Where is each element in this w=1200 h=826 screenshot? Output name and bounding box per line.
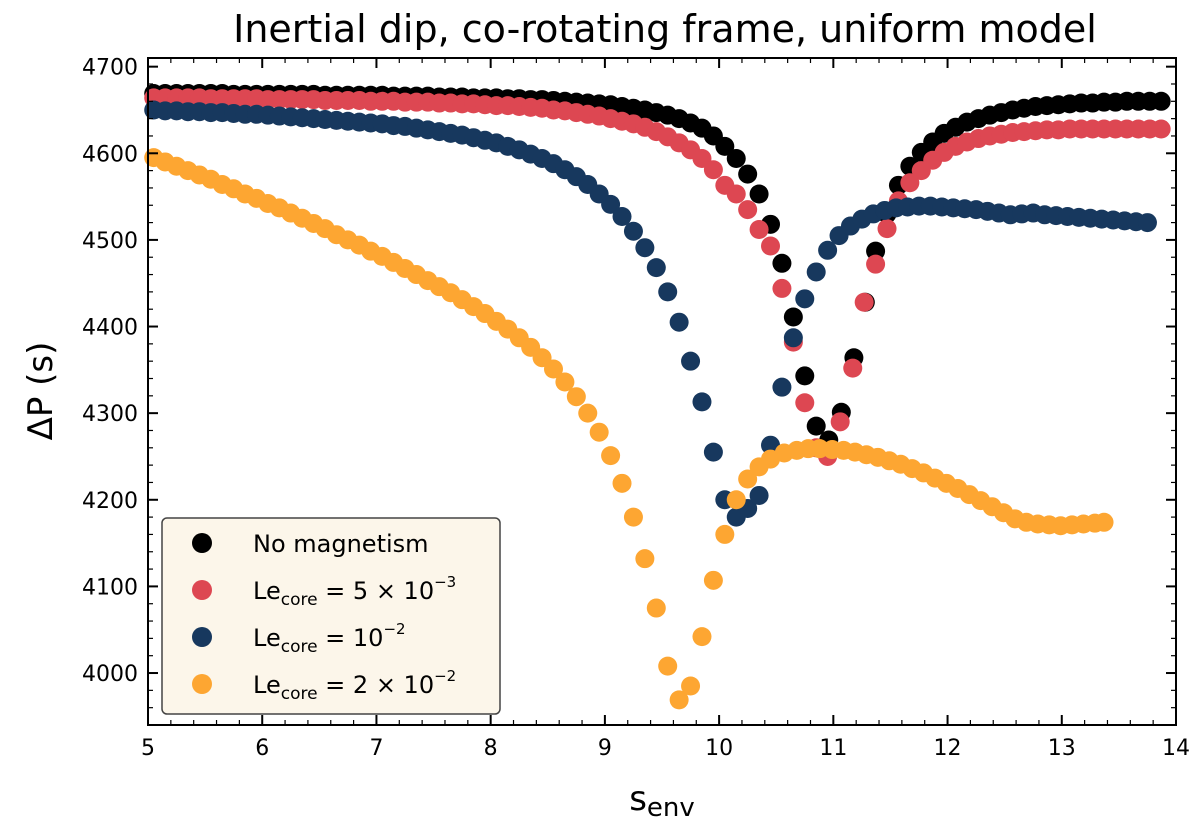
legend-label: Lecore = 10−2 [253,620,406,657]
axis-ticks [147,58,1177,726]
data-point [806,416,826,436]
x-tick-label: 11 [819,736,847,761]
data-point [772,377,792,397]
data-point [703,570,723,590]
data-point [806,262,826,282]
x-tick-label: 9 [598,736,612,761]
y-axis-label: ΔP (s) [21,342,61,441]
data-point [623,507,643,527]
x-tick-label: 14 [1162,736,1190,761]
data-point [795,289,815,309]
data-point [612,473,632,493]
data-point [866,254,886,274]
data-point [715,524,735,544]
data-point [669,312,689,332]
data-point [726,184,746,204]
data-point [795,366,815,386]
legend-marker [192,533,212,553]
data-point [749,485,769,505]
data-point [658,282,678,302]
data-point [772,278,792,298]
data-point [877,219,897,239]
data-point [1151,119,1171,139]
plot-area [147,57,1177,726]
data-point [566,387,586,407]
y-tick-label: 4600 [82,142,138,167]
data-point [854,292,874,312]
legend-marker [192,627,212,647]
data-point [703,160,723,180]
x-tick-label: 6 [255,736,269,761]
data-point [830,412,850,432]
data-points [144,84,1171,710]
legend-label: Lecore = 2 × 10−2 [253,667,456,704]
data-point [738,200,758,220]
tick-labels: 5 6 7 8 9 10 11 12 13 14 4000 4100 4200 4300 4400 4500 4… [82,56,1190,761]
data-point [612,207,632,227]
data-point [738,164,758,184]
chart-title: Inertial dip, co-rotating frame, uniform… [233,7,1097,51]
series-4 [144,148,1114,710]
legend-box [161,517,501,715]
legend-marker [192,580,212,600]
data-point [681,351,701,371]
data-point [635,238,655,258]
data-point [715,136,735,156]
data-point [749,184,769,204]
x-tick-label: 13 [1048,736,1076,761]
data-point [635,549,655,569]
data-point [578,403,598,423]
data-point [646,598,666,618]
y-tick-label: 4000 [82,662,138,687]
data-point [681,676,701,696]
data-point [658,656,678,676]
data-point [761,236,781,256]
y-tick-label: 4500 [82,229,138,254]
data-point [543,359,563,379]
data-point [692,627,712,647]
y-tick-label: 4100 [82,575,138,600]
data-point [726,490,746,510]
data-point [843,358,863,378]
data-point [703,442,723,462]
data-point [555,372,575,392]
legend-label: No magnetism [253,530,429,558]
y-tick-label: 4400 [82,316,138,341]
data-point [726,148,746,168]
data-point [692,392,712,412]
series-3 [144,100,1157,527]
data-point [669,690,689,710]
x-tick-label: 5 [141,736,155,761]
data-point [589,422,609,442]
data-point [623,221,643,241]
data-point [772,253,792,273]
data-point [601,446,621,466]
data-point [783,328,803,348]
data-point [601,194,621,214]
y-tick-label: 4300 [82,402,138,427]
data-point [1137,213,1157,233]
data-point [749,220,769,240]
data-point [1094,512,1114,532]
x-tick-label: 8 [484,736,498,761]
data-point [818,240,838,260]
series-2 [144,88,1171,466]
x-tick-label: 12 [934,736,962,761]
x-tick-label: 10 [705,736,733,761]
y-tick-label: 4200 [82,489,138,514]
data-point [738,469,758,489]
y-tick-label: 4700 [82,56,138,81]
data-point [783,307,803,327]
data-point [866,241,886,261]
data-point [900,173,920,193]
legend-marker [192,674,212,694]
x-tick-label: 7 [369,736,383,761]
data-point [646,258,666,278]
data-point [795,393,815,413]
legend-label: Lecore = 5 × 10−3 [253,573,456,610]
x-axis-label: senv [629,779,695,823]
legend: No magnetism Lecore = 5 × 10−3 Lecore = 10… [161,517,501,715]
data-point [1151,91,1171,111]
